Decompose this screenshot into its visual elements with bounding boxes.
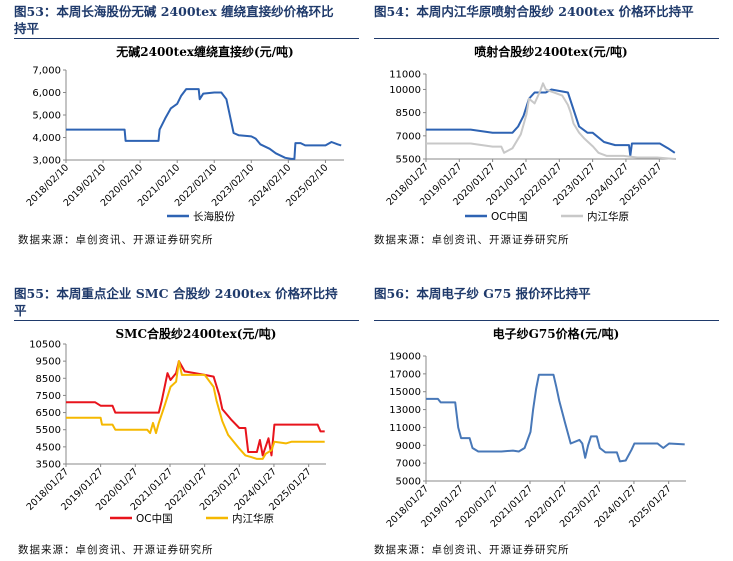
source-note: 数据来源：卓创资讯、开源证券研究所 xyxy=(374,234,570,246)
figure-panel-54: 图54：本周内江华原喷射合股纱 2400tex 价格环比持平 喷射合股纱2400… xyxy=(374,4,719,254)
y-tick-label: 5,000 xyxy=(32,111,61,122)
y-tick-label: 11000 xyxy=(389,70,421,81)
figure-title-rule xyxy=(14,320,359,328)
figure-panel-55: 图55：本周重点企业 SMC 合股纱 2400tex 价格环比持 平 SMC合股… xyxy=(14,286,359,558)
figure-title-line1: 图56：本周电子纱 G75 报价环比持平 xyxy=(374,286,591,301)
y-tick-label: 17000 xyxy=(389,369,421,380)
figure-title-rule xyxy=(374,38,719,46)
y-tick-label: 9000 xyxy=(396,441,421,452)
y-tick-label: 8500 xyxy=(396,108,421,119)
y-tick-label: 5500 xyxy=(396,155,421,166)
figure-title-line1: 图54：本周内江华原喷射合股纱 2400tex 价格环比持平 xyxy=(374,4,694,19)
chart: SMC合股纱2400tex(元/吨) 3500 4500 5500 6500 7500 85… xyxy=(25,326,326,525)
y-tick-label: 3500 xyxy=(36,460,61,471)
y-tick-label: 7000 xyxy=(396,459,421,470)
chart: 电子纱G75价格(元/吨) 5000 7000 9000 11000 13000 15000… xyxy=(385,326,686,530)
figure-title-line1: 图55：本周重点企业 SMC 合股纱 2400tex 价格环比持 xyxy=(14,286,338,301)
figure-title-line2: 持平 xyxy=(14,21,40,36)
y-tick-label: 4,000 xyxy=(32,133,61,144)
chart-title: 喷射合股纱2400tex(元/吨) xyxy=(474,44,627,59)
series-line-1 xyxy=(66,360,325,457)
source-note: 数据来源：卓创资讯、开源证券研究所 xyxy=(18,234,214,246)
series-line-1 xyxy=(66,88,342,160)
series-line-2 xyxy=(66,360,325,460)
y-tick-label: 13000 xyxy=(389,405,421,416)
legend-label: OC中国 xyxy=(136,512,173,525)
legend-label: 长海股份 xyxy=(193,210,235,223)
y-tick-label: 7500 xyxy=(36,391,61,402)
legend-label: 内江华原 xyxy=(232,512,274,525)
chart: 喷射合股纱2400tex(元/吨)55007000850010000110002… xyxy=(385,44,676,223)
figure-title-line1: 图53：本周长海股份无碱 2400tex 缠绕直接纱价格环比 xyxy=(14,4,334,19)
y-tick-label: 4500 xyxy=(36,442,61,453)
figure-title-rule xyxy=(14,38,359,46)
series-line-1 xyxy=(426,373,685,463)
y-tick-label: 6500 xyxy=(36,408,61,419)
y-tick-label: 8500 xyxy=(36,374,61,385)
y-tick-label: 9500 xyxy=(36,357,61,368)
figure-panel-56: 图56：本周电子纱 G75 报价环比持平 电子纱G75价格(元/吨) 5000 70… xyxy=(374,286,719,558)
series-line-1 xyxy=(426,88,676,157)
y-tick-label: 10500 xyxy=(29,340,61,351)
figure-panel-53: 图53：本周长海股份无碱 2400tex 缠绕直接纱价格环比 持平 无碱2400… xyxy=(14,4,359,254)
y-tick-label: 7,000 xyxy=(32,66,61,77)
series-line-2 xyxy=(426,82,675,160)
legend-label: OC中国 xyxy=(491,210,528,223)
y-tick-label: 19000 xyxy=(389,352,421,363)
figure-title-line2: 平 xyxy=(14,303,27,318)
chart-title: 无碱2400tex缠绕直接纱(元/吨) xyxy=(115,44,293,59)
y-tick-label: 10000 xyxy=(389,85,421,96)
y-tick-label: 6,000 xyxy=(32,88,61,99)
figure-title-rule xyxy=(374,320,719,328)
chart-title: SMC合股纱2400tex(元/吨) xyxy=(116,326,277,341)
y-tick-label: 7000 xyxy=(396,131,421,142)
y-tick-label: 5000 xyxy=(396,477,421,488)
source-note: 数据来源：卓创资讯、开源证券研究所 xyxy=(18,544,214,556)
source-note: 数据来源：卓创资讯、开源证券研究所 xyxy=(374,544,570,556)
y-tick-label: 5500 xyxy=(36,425,61,436)
y-tick-label: 15000 xyxy=(389,387,421,398)
chart: 无碱2400tex缠绕直接纱(元/吨) 3,000 4,000 5,000 6,000 7… xyxy=(25,44,344,223)
y-tick-label: 3,000 xyxy=(32,156,61,167)
y-tick-label: 11000 xyxy=(389,423,421,434)
legend-label: 内江华原 xyxy=(587,210,629,223)
chart-title: 电子纱G75价格(元/吨) xyxy=(493,326,620,341)
